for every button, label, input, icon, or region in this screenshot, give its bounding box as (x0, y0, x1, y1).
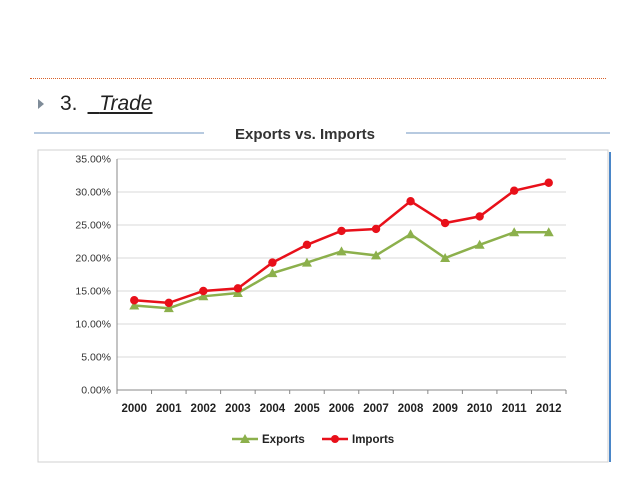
exports-point (267, 268, 278, 278)
exports-point (198, 291, 209, 301)
imports-point (371, 224, 381, 234)
imports-point (544, 178, 553, 187)
y-tick-label: 25.00% (75, 220, 111, 232)
imports-point (130, 296, 139, 305)
legend-imports-label: Imports (352, 434, 394, 446)
accent-bar (609, 152, 611, 462)
x-tick-label: 2011 (502, 403, 528, 415)
exports-point (440, 253, 451, 262)
x-tick-label: 2008 (398, 403, 424, 415)
chart-area-border (37, 149, 609, 463)
x-tick-label: 2001 (156, 403, 182, 415)
chart-title: Exports vs. Imports (235, 126, 375, 143)
x-tick-label: 2007 (363, 403, 389, 415)
x-tick-label: 2000 (121, 403, 147, 415)
chart-frame: Exports vs. Imports 0.00% 5.00% 10.00% 15.00… (34, 122, 614, 468)
bullet-arrow-icon (38, 99, 44, 109)
bullet-number: 3. (60, 92, 78, 115)
exports-point (301, 257, 312, 267)
imports-point (509, 186, 519, 195)
x-tick-label: 2003 (225, 403, 251, 415)
x-tick-label: 2006 (329, 403, 355, 415)
slide-heading: 3. Trade (60, 92, 153, 116)
x-tick-label: 2012 (536, 403, 562, 415)
slide-topic: Trade (99, 92, 153, 115)
imports-point (475, 212, 484, 221)
x-tick-label: 2010 (467, 403, 493, 415)
imports-point (233, 284, 243, 293)
imports-point (268, 258, 277, 267)
imports-point (440, 218, 450, 228)
y-tick-label: 10.00% (75, 319, 111, 331)
imports-point (302, 240, 312, 249)
x-tick-label: 2009 (432, 403, 458, 415)
imports-point (199, 286, 208, 296)
exports-imports-chart: Exports vs. Imports 0.00% 5.00% 10.00% 15.00… (34, 126, 610, 463)
exports-point (336, 246, 347, 256)
exports-point (543, 227, 554, 237)
x-tick-label: 2004 (260, 403, 286, 415)
exports-point (405, 229, 416, 239)
exports-point (509, 227, 520, 237)
exports-point (163, 303, 174, 313)
exports-point (129, 300, 140, 310)
y-tick-label: 20.00% (75, 253, 111, 265)
y-tick-label: 15.00% (75, 286, 111, 298)
x-tick-label: 2005 (294, 403, 320, 415)
y-tick-label: 5.00% (81, 352, 111, 364)
y-tick-label: 0.00% (81, 385, 111, 397)
legend-exports-label: Exports (262, 434, 305, 446)
legend-imports-marker (331, 435, 339, 443)
exports-point (474, 239, 485, 249)
imports-point (337, 226, 346, 236)
exports-point (371, 250, 382, 260)
y-tick-label: 30.00% (75, 187, 111, 199)
imports-point (406, 197, 415, 206)
x-tick-label: 2002 (191, 403, 217, 415)
header-divider (30, 78, 606, 79)
y-tick-label: 35.00% (75, 154, 111, 166)
legend-exports-marker (240, 434, 250, 443)
imports-point (164, 298, 174, 308)
